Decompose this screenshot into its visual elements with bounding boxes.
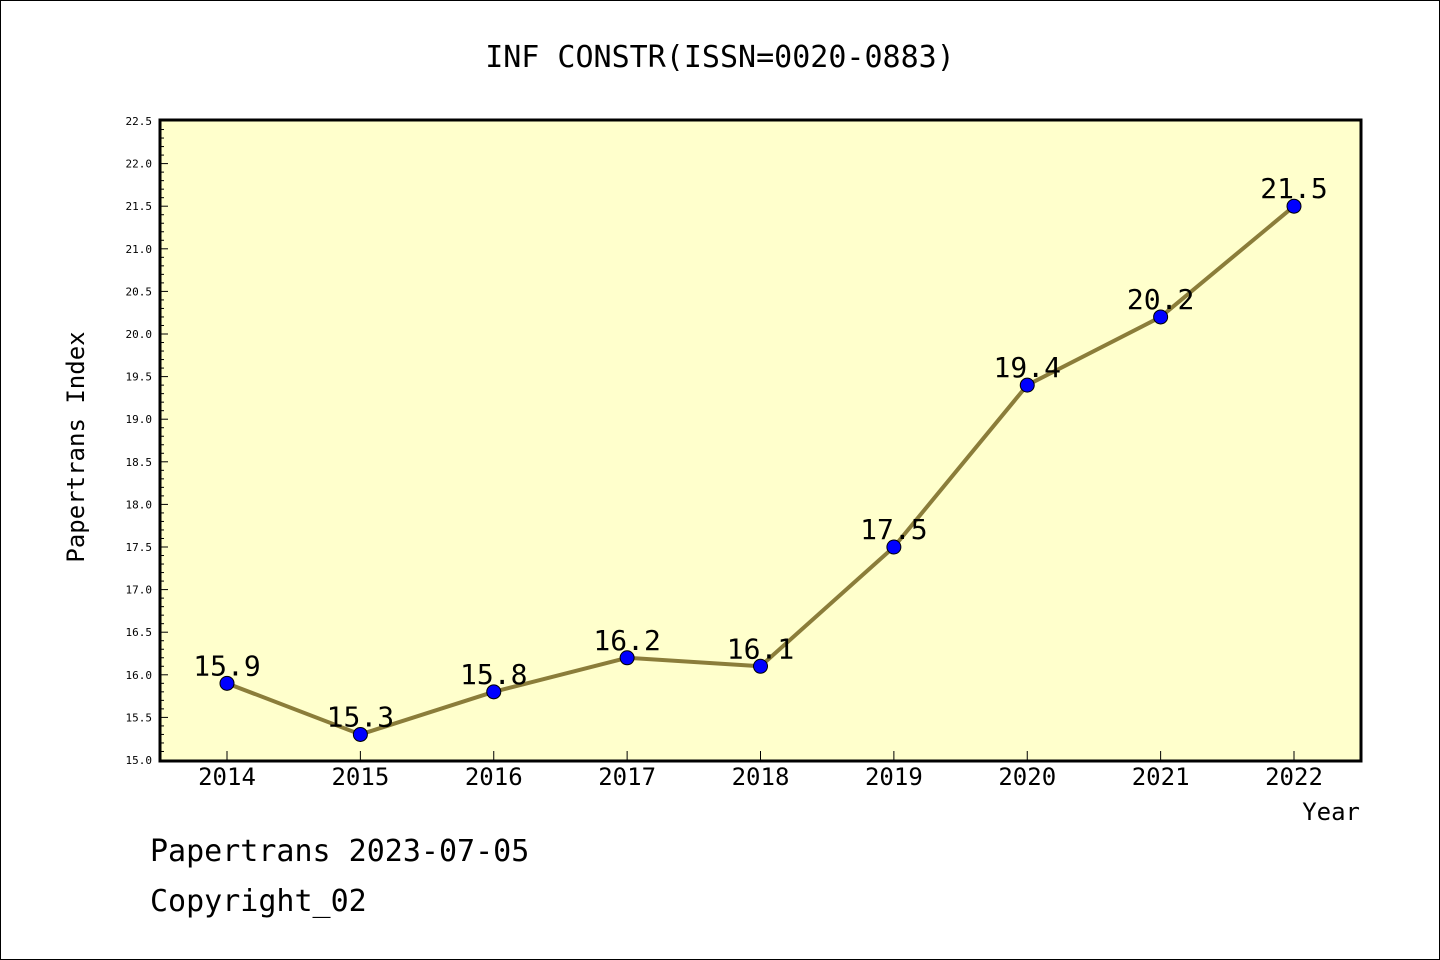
data-label: 15.3 (327, 700, 394, 733)
y-axis-ticks: 15.0 15.5 16.0 16.5 17.0 17.5 18.0 18.5 19.0 19.5… (126, 115, 168, 767)
y-tick-label: 19.0 (126, 413, 153, 426)
y-tick-label: 16.0 (126, 669, 153, 682)
data-point (886, 539, 902, 555)
y-tick-label: 22.5 (126, 115, 153, 128)
series-layer: 15.9 15.3 15.8 16.2 16.1 17.5 19.4 20.2 21.5 (193, 172, 1328, 742)
x-tick-label: 2021 (1132, 763, 1190, 791)
data-point (1153, 309, 1169, 325)
footer-date-line: Papertrans 2023-07-05 (150, 834, 530, 869)
data-point (352, 726, 368, 742)
data-point (619, 650, 635, 666)
plot-area (160, 120, 1361, 761)
x-axis-label: Year (1302, 798, 1360, 826)
data-point (486, 684, 502, 700)
y-tick-label: 21.5 (126, 200, 153, 213)
y-tick-label: 15.0 (126, 754, 153, 767)
x-tick-label: 2019 (865, 763, 923, 791)
y-tick-label: 17.0 (126, 584, 153, 597)
x-tick-label: 2014 (198, 763, 256, 791)
footer-copyright: Copyright_02 (150, 884, 367, 919)
y-tick-label: 15.5 (126, 711, 153, 724)
plot-border (158, 118, 1363, 763)
x-tick-label: 2016 (465, 763, 523, 791)
data-label: 17.5 (860, 513, 927, 546)
x-tick-label: 2015 (331, 763, 389, 791)
x-tick-label: 2018 (732, 763, 790, 791)
data-label: 15.8 (460, 658, 527, 691)
x-tick-label: 2017 (598, 763, 656, 791)
y-axis-label: Papertrans Index (62, 331, 90, 562)
y-tick-label: 18.0 (126, 498, 153, 511)
y-tick-label: 18.5 (126, 456, 153, 469)
y-tick-label: 20.5 (126, 285, 153, 298)
x-tick-label: 2020 (998, 763, 1056, 791)
data-label: 19.4 (994, 351, 1061, 384)
data-point (1286, 198, 1302, 214)
data-point (1019, 377, 1035, 393)
x-axis-ticks: 2014 2015 2016 2017 2018 2019 2020 2021 2022 (198, 751, 1323, 791)
y-tick-label: 16.5 (126, 626, 153, 639)
y-tick-label: 20.0 (126, 328, 153, 341)
data-point (219, 675, 235, 691)
y-tick-label: 21.0 (126, 243, 153, 256)
y-tick-label: 19.5 (126, 371, 153, 384)
data-label: 20.2 (1127, 283, 1194, 316)
data-point (753, 658, 768, 674)
data-label: 21.5 (1260, 172, 1327, 205)
y-tick-label: 22.0 (126, 158, 153, 171)
data-label: 16.1 (727, 632, 794, 665)
x-tick-label: 2022 (1265, 763, 1323, 791)
data-label: 16.2 (593, 624, 660, 657)
data-label: 15.9 (193, 649, 260, 682)
chart-title: INF CONSTR(ISSN=0020-0883) (485, 40, 955, 75)
y-tick-label: 17.5 (126, 541, 153, 554)
